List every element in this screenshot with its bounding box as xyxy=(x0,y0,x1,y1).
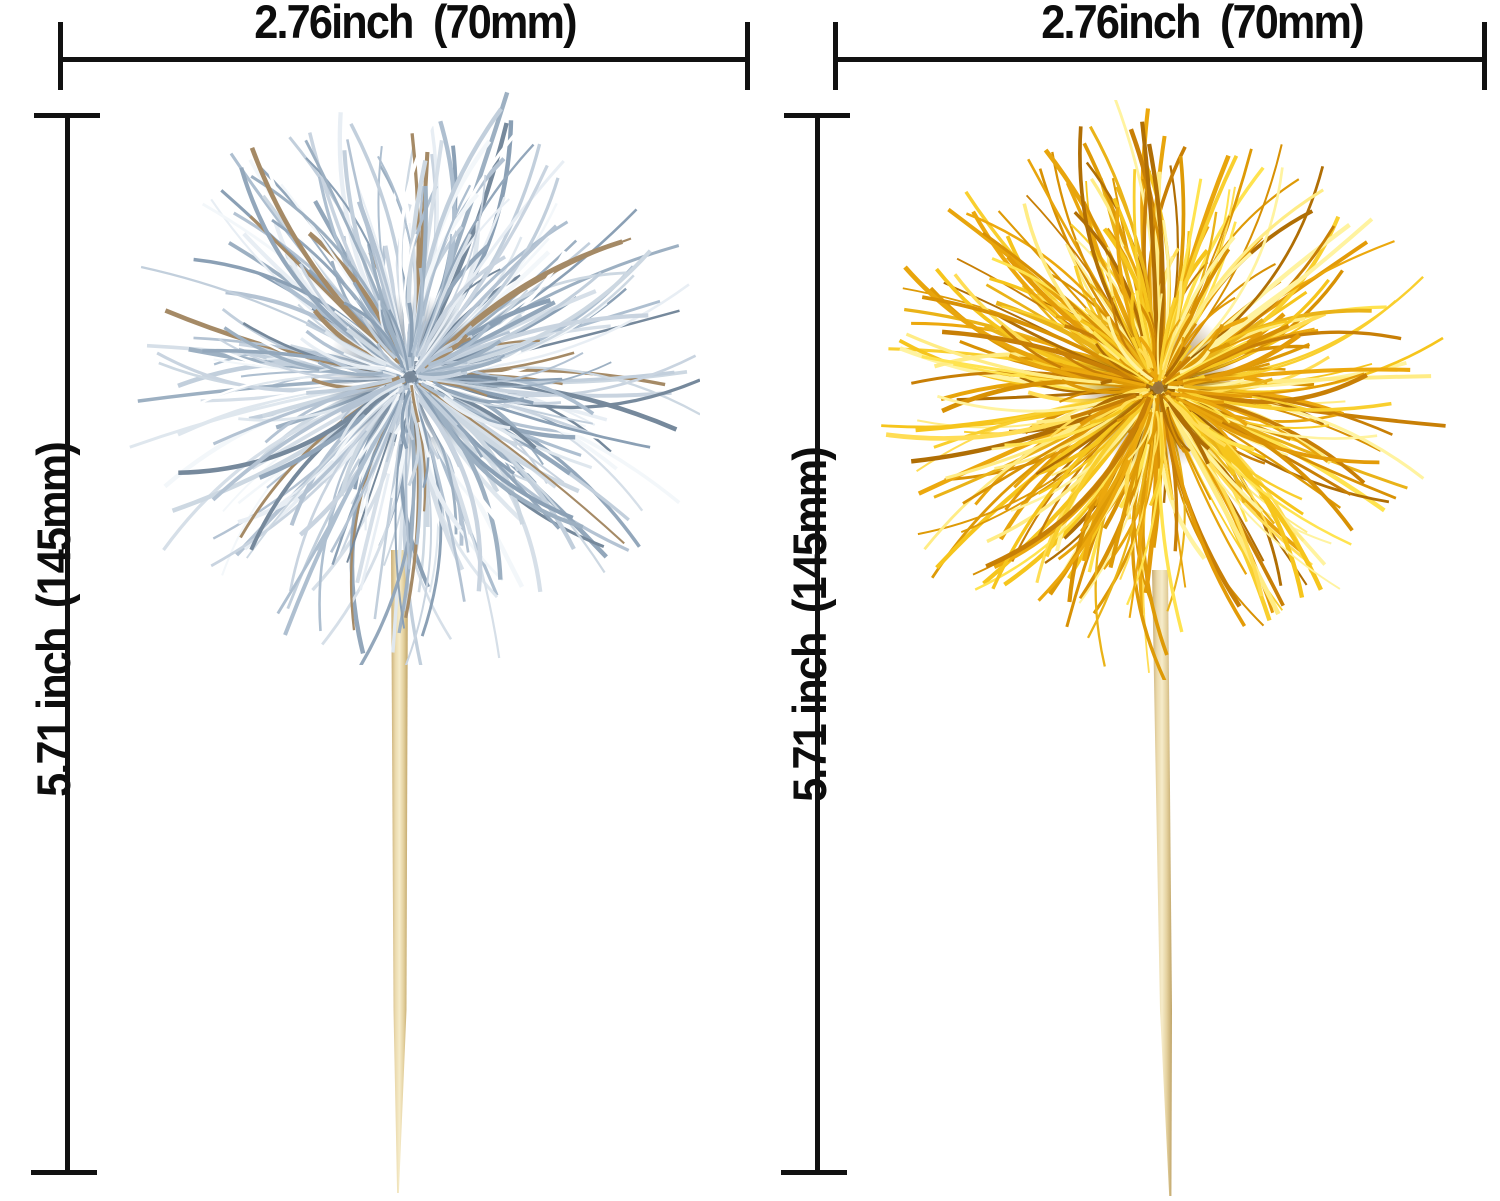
silver-height-dimension-line xyxy=(65,113,70,1175)
silver-width-dimension-line xyxy=(60,57,748,62)
gold-height-dimension-line xyxy=(815,113,820,1175)
silver-height-top-tick xyxy=(34,113,100,118)
gold-pom-image xyxy=(881,100,1446,680)
gold-height-dimension-label: 5.71 inch (145mm) xyxy=(783,448,836,802)
gold-height-top-tick xyxy=(784,113,850,118)
gold-width-right-tick xyxy=(1482,22,1487,90)
silver-height-bottom-tick xyxy=(31,1170,97,1175)
silver-width-dimension-label: 2.76inch (70mm) xyxy=(254,0,577,48)
gold-width-dimension-label: 2.76inch (70mm) xyxy=(1041,0,1364,48)
gold-width-left-tick xyxy=(833,22,838,90)
gold-height-bottom-tick xyxy=(781,1170,847,1175)
silver-width-right-tick xyxy=(745,22,750,90)
silver-width-left-tick xyxy=(58,22,63,90)
silver-height-dimension-label: 5.71 inch (145mm) xyxy=(27,443,80,797)
silver-stick-image xyxy=(391,550,408,1193)
gold-stick-image xyxy=(1152,570,1172,1196)
gold-width-dimension-line xyxy=(835,57,1485,62)
silver-pom-image xyxy=(129,91,700,665)
